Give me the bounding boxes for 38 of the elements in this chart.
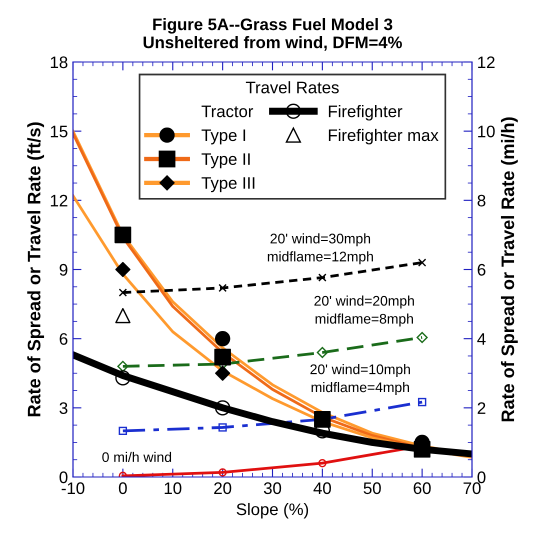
annotation: 20' wind=20mph midflame=8mph: [314, 296, 414, 326]
y-tick-label: 12: [50, 194, 68, 206]
legend-label: Firefighter: [328, 105, 402, 121]
y2-tick-label: 6: [478, 264, 486, 276]
y-tick-label: 6: [60, 333, 68, 345]
annotation: 20' wind=30mph midflame=12mph: [268, 233, 373, 264]
x-tick-label: 70: [464, 482, 481, 494]
annotation: 20' wind=10mph midflame=4mph: [310, 364, 410, 395]
x-tick-label: 0: [118, 482, 127, 494]
legend-label: Type I: [202, 130, 246, 144]
chart-title: Figure 5A--Grass Fuel Model 3 Unsheltered from wind, DFM=4%: [144, 18, 402, 51]
y-tick-label: 0: [60, 471, 68, 484]
y-tick-label: 3: [60, 402, 68, 414]
y2-tick-label: 8: [478, 194, 486, 207]
legend-label: Firefighter max: [328, 128, 439, 144]
y-axis-title: Rate of Spread or Travel Rate (ft/s): [27, 122, 44, 416]
y-tick-label: 15: [50, 126, 68, 138]
y2-tick-label: 12: [478, 56, 495, 68]
legend-label: Type III: [202, 177, 254, 192]
y-tick-label: 18: [50, 56, 68, 68]
y2-tick-label: 4: [477, 333, 486, 345]
y2-tick-label: 2: [478, 402, 486, 414]
x-axis-title: Slope (%): [236, 502, 308, 518]
y2-tick-label: 10: [478, 126, 495, 138]
x-tick-label: -10: [62, 482, 84, 494]
x-tick-label: 50: [364, 482, 381, 494]
legend-label: Type II: [202, 153, 250, 168]
annotation: Tractor: [202, 106, 254, 118]
y-tick-label: 9: [60, 264, 68, 276]
x-tick-label: 60: [414, 482, 431, 494]
annotation: 0 mi/h wind: [102, 452, 172, 462]
y2-tick-label: 0: [478, 471, 486, 484]
x-tick-label: 40: [313, 482, 331, 494]
y2-axis-title: Rate of Spread or Travel Rate (mi/h): [500, 117, 518, 422]
x-tick-label: 20: [214, 482, 232, 494]
x-tick-label: 10: [164, 482, 182, 494]
x-tick-label: 30: [264, 482, 282, 494]
legend-title: Travel Rates: [246, 81, 339, 94]
